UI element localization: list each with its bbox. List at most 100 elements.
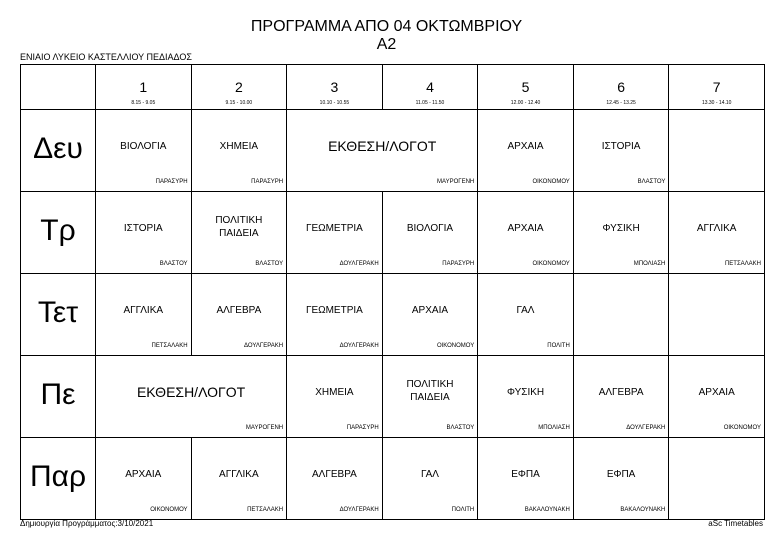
period-header: 2 9.15 - 10.00 xyxy=(190,64,288,110)
lesson-subject: ΕΦΠΑ xyxy=(606,469,636,480)
lesson-subject: ΕΚΘΕΣΗ/ΛΟΓΟΤ xyxy=(328,138,437,154)
corner-cell xyxy=(20,64,96,110)
lesson-subject: ΠΟΛΙΤΙΚΗ ΠΑΙΔΕΙΑ xyxy=(215,215,263,239)
lesson-subject: ΑΡΧΑΙΑ xyxy=(125,469,162,480)
lesson-cell: ΑΓΓΛΙΚΑ ΠΕΤΣΑΛΑΚΗ xyxy=(668,191,765,274)
lesson-cell: ΦΥΣΙΚΗ ΜΠΟΛΙΑΣΗ xyxy=(477,355,574,438)
lesson-subject: ΕΚΘΕΣΗ/ΛΟΓΟΤ xyxy=(136,384,246,400)
lesson-subject: ΙΣΤΟΡΙΑ xyxy=(601,141,641,152)
lesson-cell xyxy=(668,437,765,520)
lesson-cell: ΑΡΧΑΙΑ ΟΙΚΟΝΟΜΟΥ xyxy=(477,191,574,274)
lesson-cell: ΠΟΛΙΤΙΚΗ ΠΑΙΔΕΙΑ ΒΛΑΣΤΟΥ xyxy=(381,355,479,438)
period-header: 3 10.10 - 10.55 xyxy=(286,64,383,110)
lesson-cell: ΓΑΛ ΠΟΛΙΤΗ xyxy=(477,273,574,356)
lesson-teacher: ΔΟΥΛΓΕΡΑΚΗ xyxy=(626,425,666,431)
lesson-subject: ΕΦΠΑ xyxy=(511,469,540,480)
lesson-cell: ΕΦΠΑ ΒΑΚΑΛΟΥΝΑΚΗ xyxy=(572,437,670,520)
period-number: 5 xyxy=(521,79,530,95)
lesson-cell: ΕΚΘΕΣΗ/ΛΟΓΟΤ ΜΑΥΡΟΓΕΝΗ xyxy=(286,109,479,192)
lesson-teacher: ΒΑΚΑΛΟΥΝΑΚΗ xyxy=(524,507,570,513)
day-row: Τετ ΑΓΓΛΙΚΑ ΠΕΤΣΑΛΑΚΗ ΑΛΓΕΒΡΑ ΔΟΥΛΓΕΡΑΚΗ ΓΕΩΜ… xyxy=(20,273,765,356)
day-name: Δευ xyxy=(33,132,83,165)
lesson-subject: ΒΙΟΛΟΓΙΑ xyxy=(406,223,454,234)
lesson-teacher: ΟΙΚΟΝΟΜΟΥ xyxy=(723,425,761,431)
generator-credit: aSc Timetables xyxy=(708,519,763,528)
day-cell: Δευ xyxy=(20,109,96,192)
lesson-subject: ΑΛΓΕΒΡΑ xyxy=(598,387,644,398)
day-name: Παρ xyxy=(29,460,87,493)
lesson-subject: ΑΓΓΛΙΚΑ xyxy=(696,223,737,234)
day-cell: Τετ xyxy=(20,273,96,356)
period-time: 13.30 - 14.10 xyxy=(701,100,732,106)
period-number: 7 xyxy=(712,79,721,95)
lesson-subject: ΑΡΧΑΙΑ xyxy=(698,387,735,398)
lesson-cell: ΑΛΓΕΒΡΑ ΔΟΥΛΓΕΡΑΚΗ xyxy=(286,437,383,520)
lesson-subject: ΑΛΓΕΒΡΑ xyxy=(312,469,357,480)
lesson-cell: ΓΕΩΜΕΤΡΙΑ ΔΟΥΛΓΕΡΑΚΗ xyxy=(286,273,383,356)
lesson-teacher: ΠΑΡΑΣΥΡΗ xyxy=(442,261,475,267)
period-header: 5 12.00 - 12.40 xyxy=(477,64,574,110)
lesson-cell: ΓΕΩΜΕΤΡΙΑ ΔΟΥΛΓΕΡΑΚΗ xyxy=(286,191,383,274)
lesson-subject: ΦΥΣΙΚΗ xyxy=(506,387,545,398)
lesson-subject: ΓΑΛ xyxy=(420,469,439,480)
lesson-subject: ΑΓΓΛΙΚΑ xyxy=(123,305,164,316)
lesson-cell: ΕΦΠΑ ΒΑΚΑΛΟΥΝΑΚΗ xyxy=(477,437,574,520)
period-time: 9.15 - 10.00 xyxy=(225,100,253,106)
period-time: 12.45 - 13.25 xyxy=(606,100,636,106)
lesson-subject: ΦΥΣΙΚΗ xyxy=(602,223,640,234)
period-number: 2 xyxy=(234,79,243,95)
period-number: 1 xyxy=(139,79,148,95)
lesson-teacher: ΟΙΚΟΝΟΜΟΥ xyxy=(150,507,188,513)
lesson-teacher: ΒΑΚΑΛΟΥΝΑΚΗ xyxy=(620,507,666,513)
lesson-teacher: ΠΕΤΣΑΛΑΚΗ xyxy=(151,343,188,349)
lesson-subject: ΓΕΩΜΕΤΡΙΑ xyxy=(305,223,363,234)
lesson-cell: ΓΑΛ ΠΟΛΙΤΗ xyxy=(381,437,479,520)
lesson-cell: ΑΓΓΛΙΚΑ ΠΕΤΣΑΛΑΚΗ xyxy=(95,273,192,356)
lesson-subject: ΑΡΧΑΙΑ xyxy=(507,141,544,152)
lesson-cell: ΒΙΟΛΟΓΙΑ ΠΑΡΑΣΥΡΗ xyxy=(95,109,192,192)
period-header: 4 11.05 - 11.50 xyxy=(381,64,479,110)
lesson-teacher: ΔΟΥΛΓΕΡΑΚΗ xyxy=(244,343,284,349)
lesson-subject: ΙΣΤΟΡΙΑ xyxy=(123,223,163,234)
lesson-cell: ΒΙΟΛΟΓΙΑ ΠΑΡΑΣΥΡΗ xyxy=(381,191,479,274)
lesson-teacher: ΟΙΚΟΝΟΜΟΥ xyxy=(532,261,570,267)
lesson-teacher: ΠΑΡΑΣΥΡΗ xyxy=(251,179,284,185)
page-title: ΠΡΟΓΡΑΜΜΑ ΑΠΟ 04 ΟΚΤΩΜΒΡΙΟΥ xyxy=(250,18,523,35)
lesson-teacher: ΠΟΛΙΤΗ xyxy=(547,343,570,349)
lesson-teacher: ΒΛΑΣΤΟΥ xyxy=(159,261,188,267)
lesson-subject: ΑΡΧΑΙΑ xyxy=(507,223,544,234)
lesson-cell: ΑΡΧΑΙΑ ΟΙΚΟΝΟΜΟΥ xyxy=(95,437,192,520)
period-number: 6 xyxy=(617,79,625,95)
period-header: 1 8.15 - 9.05 xyxy=(95,64,192,110)
creation-date: Δημιουργία Προγράμματος:3/10/2021 xyxy=(20,519,154,528)
day-cell: Τρ xyxy=(20,191,96,274)
period-header: 7 13.30 - 14.10 xyxy=(668,64,765,110)
lesson-teacher: ΜΑΥΡΟΓΕΝΗ xyxy=(437,179,475,185)
lesson-teacher: ΔΟΥΛΓΕΡΑΚΗ xyxy=(339,261,379,267)
lesson-teacher: ΠΕΤΣΑΛΑΚΗ xyxy=(724,261,761,267)
lesson-cell: ΧΗΜΕΙΑ ΠΑΡΑΣΥΡΗ xyxy=(190,109,288,192)
lesson-teacher: ΟΙΚΟΝΟΜΟΥ xyxy=(532,179,570,185)
timetable: 1 8.15 - 9.05 2 9.15 - 10.00 3 10.10 - 10.55 4… xyxy=(20,64,765,520)
header-row: 1 8.15 - 9.05 2 9.15 - 10.00 3 10.10 - 10.55 4… xyxy=(20,64,765,110)
class-name: Α2 xyxy=(376,36,397,53)
lesson-cell xyxy=(668,273,765,356)
lesson-teacher: ΠΟΛΙΤΗ xyxy=(451,507,475,513)
lesson-cell: ΑΡΧΑΙΑ ΟΙΚΟΝΟΜΟΥ xyxy=(668,355,765,438)
lesson-teacher: ΟΙΚΟΝΟΜΟΥ xyxy=(436,343,475,349)
period-number: 4 xyxy=(426,79,434,95)
lesson-cell: ΧΗΜΕΙΑ ΠΑΡΑΣΥΡΗ xyxy=(286,355,383,438)
lesson-subject: ΧΗΜΕΙΑ xyxy=(219,141,259,152)
lesson-subject: ΑΛΓΕΒΡΑ xyxy=(216,305,262,316)
day-row: Παρ ΑΡΧΑΙΑ ΟΙΚΟΝΟΜΟΥ ΑΓΓΛΙΚΑ ΠΕΤΣΑΛΑΚΗ ΑΛΓΕΒΡ… xyxy=(20,437,765,520)
lesson-teacher: ΠΑΡΑΣΥΡΗ xyxy=(346,425,379,431)
lesson-cell: ΑΡΧΑΙΑ ΟΙΚΟΝΟΜΟΥ xyxy=(381,273,479,356)
lesson-subject: ΓΕΩΜΕΤΡΙΑ xyxy=(305,305,363,316)
lesson-teacher: ΒΛΑΣΤΟΥ xyxy=(637,179,666,185)
lesson-cell: ΙΣΤΟΡΙΑ ΒΛΑΣΤΟΥ xyxy=(572,109,670,192)
lesson-subject: ΑΡΧΑΙΑ xyxy=(411,305,449,316)
lesson-teacher: ΠΑΡΑΣΥΡΗ xyxy=(155,179,188,185)
lesson-teacher: ΠΕΤΣΑΛΑΚΗ xyxy=(247,507,284,513)
day-name: Πε xyxy=(40,378,76,411)
period-time: 11.05 - 11.50 xyxy=(415,100,445,106)
